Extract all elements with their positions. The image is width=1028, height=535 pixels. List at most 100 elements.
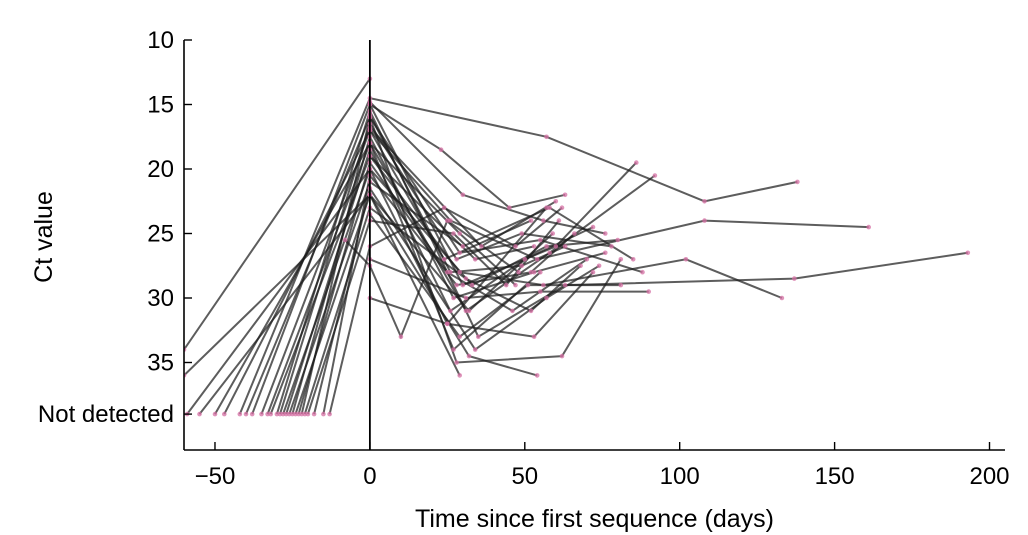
data-point <box>454 257 459 262</box>
data-point <box>652 173 658 178</box>
data-point <box>479 244 484 249</box>
data-point <box>965 250 971 256</box>
data-point <box>441 257 447 262</box>
data-point <box>451 347 456 352</box>
data-point <box>544 295 549 301</box>
series-line <box>223 128 532 415</box>
data-point <box>457 250 463 256</box>
data-point <box>528 308 534 314</box>
data-point <box>441 205 447 210</box>
data-point <box>562 282 568 288</box>
data-point <box>222 411 227 417</box>
y-tick-label: 20 <box>147 156 174 183</box>
data-point <box>618 282 624 288</box>
data-point <box>398 334 404 340</box>
data-point <box>541 218 546 223</box>
series-line <box>294 192 538 415</box>
data-point <box>212 411 218 417</box>
data-point <box>457 373 463 378</box>
data-point <box>547 205 552 210</box>
data-point <box>519 263 524 269</box>
data-point <box>311 411 317 417</box>
y-tick-label: 35 <box>147 350 174 377</box>
data-point <box>609 244 614 249</box>
y-axis-title: Ct value <box>30 191 58 283</box>
series-line <box>184 78 371 351</box>
data-point <box>538 289 543 294</box>
y-tick-label: Not detected <box>38 401 174 428</box>
data-point <box>305 411 311 417</box>
data-point <box>528 269 534 275</box>
data-point <box>541 282 546 288</box>
data-point <box>559 205 565 210</box>
data-point <box>457 231 463 236</box>
data-point <box>519 231 524 236</box>
series-lines <box>184 78 968 415</box>
data-point <box>237 411 243 417</box>
x-tick-label: −50 <box>195 463 236 490</box>
data-point <box>445 218 450 223</box>
series-line <box>369 114 566 274</box>
data-point <box>510 308 515 314</box>
data-point <box>522 257 528 262</box>
data-point <box>460 244 466 249</box>
data-point <box>866 224 871 230</box>
data-point <box>454 282 459 288</box>
x-tick-label: 200 <box>969 463 1009 490</box>
series-line <box>369 271 594 338</box>
data-point <box>553 199 559 204</box>
series-line <box>369 101 606 235</box>
data-point <box>448 269 453 275</box>
series-line <box>245 114 622 415</box>
data-point <box>550 231 555 236</box>
data-point <box>702 218 707 223</box>
data-point <box>584 257 590 262</box>
series-line <box>266 140 656 415</box>
data-point <box>683 257 689 262</box>
data-point <box>578 263 583 269</box>
data-point <box>630 257 636 262</box>
data-point <box>562 244 568 249</box>
y-tick-label: 25 <box>147 221 174 248</box>
data-point <box>531 244 537 249</box>
data-point <box>795 179 800 185</box>
data-point <box>534 373 540 378</box>
data-point <box>544 134 549 140</box>
data-point <box>451 295 456 301</box>
x-axis-title: Time since first sequence (days) <box>415 505 774 533</box>
data-point <box>538 269 543 275</box>
x-axis-ticks: −50 0 50 100 150 200 <box>195 442 1010 490</box>
data-point <box>476 334 481 340</box>
data-point <box>516 269 521 275</box>
data-point <box>513 244 518 249</box>
data-point <box>525 282 531 288</box>
series-line <box>369 103 566 209</box>
data-point <box>448 308 453 314</box>
data-point <box>702 199 707 204</box>
x-tick-label: 100 <box>660 463 700 490</box>
data-point <box>603 250 608 256</box>
data-point <box>469 282 475 288</box>
data-point <box>618 257 624 262</box>
data-point <box>513 282 518 288</box>
data-point <box>503 282 509 288</box>
data-point <box>792 276 797 281</box>
y-tick-label: 10 <box>147 27 174 54</box>
y-axis-ticks: 10 15 20 25 30 35 Not detected <box>38 27 192 428</box>
data-point <box>243 411 249 417</box>
data-point <box>460 282 466 288</box>
data-point <box>538 237 543 243</box>
y-tick-label: 30 <box>147 285 174 312</box>
data-point <box>249 411 255 417</box>
x-tick-label: 50 <box>511 463 538 490</box>
data-point <box>472 347 478 352</box>
data-point <box>590 224 596 230</box>
data-point <box>463 308 469 314</box>
data-point <box>562 192 568 198</box>
data-point <box>547 250 552 256</box>
data-point <box>596 263 602 269</box>
data-point <box>528 218 534 223</box>
data-point <box>197 411 202 417</box>
series-line <box>275 108 968 415</box>
